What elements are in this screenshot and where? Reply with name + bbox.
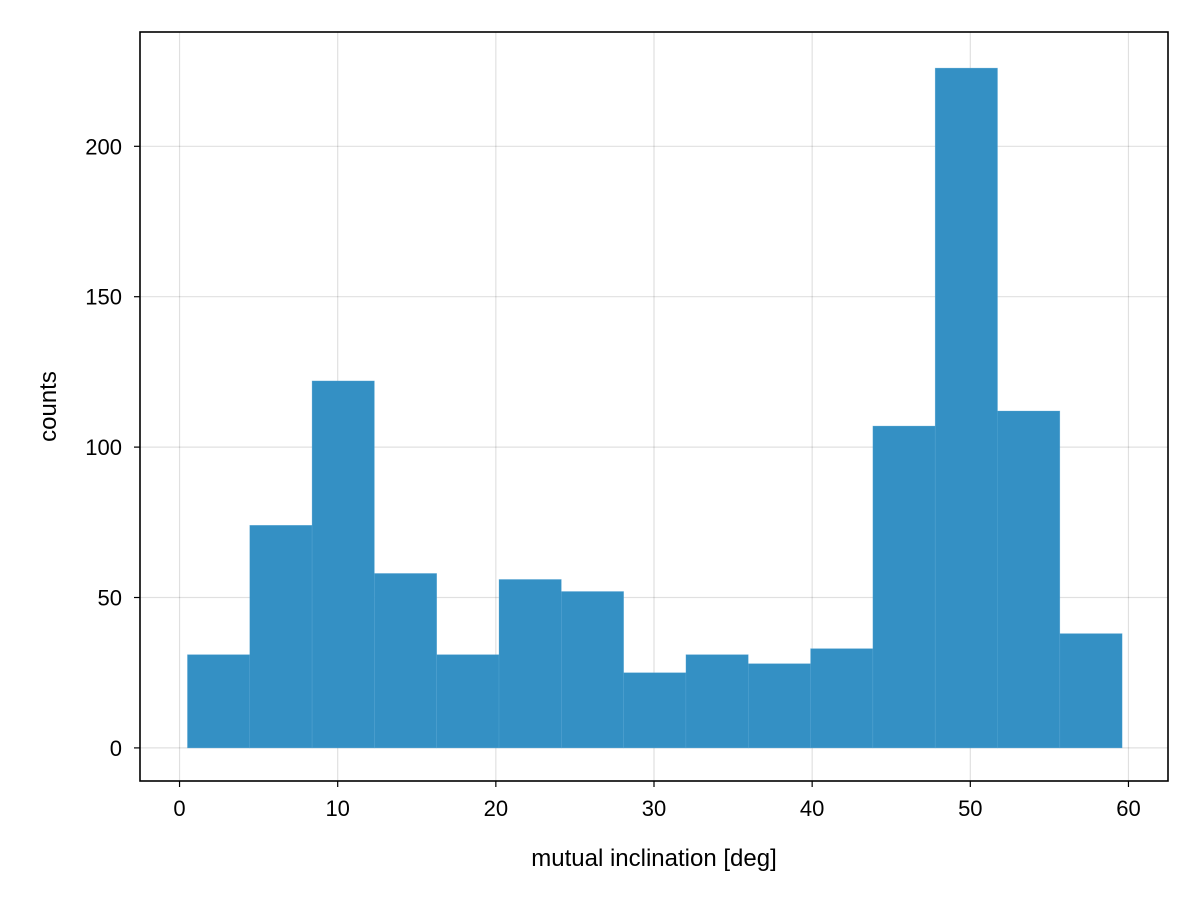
x-tick-label: 30 — [642, 796, 666, 821]
histogram-bar — [561, 591, 624, 749]
histogram-bar — [872, 425, 936, 749]
y-tick-label: 0 — [110, 736, 122, 761]
x-axis-label: mutual inclination [deg] — [531, 845, 776, 872]
x-tick-label: 60 — [1116, 796, 1140, 821]
y-axis-ticks: 0 50 100 150 200 — [85, 134, 140, 761]
x-tick-label: 50 — [958, 796, 982, 821]
y-tick-label: 50 — [98, 586, 122, 611]
histogram-bar — [810, 648, 874, 749]
histogram-bar — [685, 654, 749, 749]
x-axis-ticks: 0 10 20 30 40 50 60 — [173, 781, 1141, 821]
histogram-bar — [311, 380, 375, 749]
x-tick-label: 0 — [173, 796, 185, 821]
y-tick-label: 100 — [85, 435, 122, 460]
histogram-bar — [1059, 633, 1123, 749]
histogram-bar — [997, 410, 1061, 749]
y-tick-label: 150 — [85, 285, 122, 310]
y-axis-label: counts — [35, 371, 62, 442]
histogram-bar — [374, 573, 437, 749]
histogram-bar — [187, 654, 251, 749]
histogram-bar — [623, 672, 687, 749]
histogram-bars — [187, 67, 1123, 749]
histogram-bar — [934, 67, 998, 749]
histogram-bar — [498, 579, 562, 749]
x-tick-label: 40 — [800, 796, 824, 821]
histogram-bar — [436, 654, 500, 749]
y-tick-label: 200 — [85, 134, 122, 159]
x-tick-label: 20 — [484, 796, 508, 821]
x-tick-label: 10 — [325, 796, 349, 821]
histogram-bar — [249, 525, 313, 749]
histogram-bar — [747, 663, 811, 749]
